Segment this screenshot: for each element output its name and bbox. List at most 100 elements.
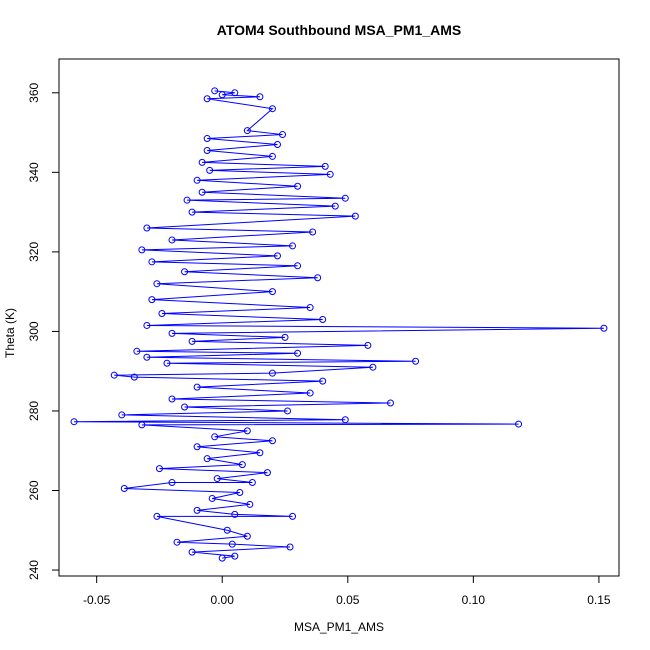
data-point <box>168 395 176 403</box>
series-layer <box>74 90 604 559</box>
data-point <box>120 485 128 493</box>
data-point <box>309 228 317 236</box>
data-point <box>143 353 151 361</box>
data-point <box>341 194 349 202</box>
data-point <box>243 427 251 435</box>
data-point <box>181 403 189 411</box>
data-point <box>246 500 254 508</box>
data-point <box>231 552 239 560</box>
data-point <box>193 443 201 451</box>
data-point <box>600 324 608 332</box>
x-tick-label: 0.05 <box>336 593 360 607</box>
data-point <box>110 371 118 379</box>
data-point <box>263 469 271 477</box>
data-point <box>248 479 256 487</box>
data-point <box>198 188 206 196</box>
data-point <box>314 274 322 282</box>
data-point <box>243 127 251 135</box>
y-tick-label: 340 <box>27 162 41 182</box>
data-point <box>284 407 292 415</box>
y-axis-label: Theta (K) <box>3 308 17 358</box>
data-point <box>364 341 372 349</box>
data-point <box>206 166 214 174</box>
y-tick-label: 360 <box>27 82 41 102</box>
data-point <box>289 512 297 520</box>
data-point <box>294 262 302 270</box>
data-point <box>168 236 176 244</box>
data-point <box>273 141 281 148</box>
data-point <box>256 93 264 101</box>
x-axis-label: MSA_PM1_AMS <box>294 620 384 634</box>
markers-layer <box>70 87 608 562</box>
data-point <box>188 337 196 345</box>
y-tick-label: 300 <box>27 321 41 341</box>
data-point <box>319 315 327 323</box>
data-point <box>203 95 211 103</box>
data-point <box>193 176 201 184</box>
y-tick-label: 280 <box>27 401 41 421</box>
data-point <box>351 212 359 220</box>
data-point <box>281 333 289 341</box>
data-point <box>118 411 126 419</box>
data-point <box>289 242 297 250</box>
data-point <box>203 146 211 154</box>
data-point <box>208 494 216 502</box>
data-point <box>203 455 211 463</box>
data-point <box>203 135 211 143</box>
data-point <box>193 383 201 391</box>
data-point <box>231 510 239 518</box>
data-point <box>412 357 420 365</box>
data-point <box>148 296 156 304</box>
data-point <box>321 162 329 170</box>
data-point <box>306 304 314 312</box>
data-point <box>153 280 161 288</box>
data-point <box>294 349 302 357</box>
x-tick-label: 0.00 <box>211 593 235 607</box>
data-point <box>268 437 276 445</box>
data-point <box>168 329 176 337</box>
data-point <box>238 461 246 469</box>
data-point <box>70 418 78 426</box>
data-point <box>218 91 226 99</box>
data-point <box>153 512 161 520</box>
data-point <box>306 389 314 397</box>
data-point <box>148 258 156 266</box>
data-point <box>228 540 236 548</box>
data-point <box>143 321 151 329</box>
data-point <box>243 532 251 540</box>
x-tick-label: -0.05 <box>83 593 111 607</box>
data-point <box>231 89 239 97</box>
data-point <box>369 363 377 371</box>
data-point <box>286 543 294 551</box>
data-point <box>133 347 141 355</box>
y-axis: 240 260 280 300 320 340 360 <box>27 82 60 580</box>
y-tick-label: 240 <box>27 560 41 580</box>
data-point <box>223 526 231 534</box>
data-point <box>181 268 189 276</box>
data-point <box>515 420 523 428</box>
data-point <box>138 246 146 254</box>
data-point <box>326 170 334 178</box>
series-line <box>74 90 604 559</box>
data-point <box>268 288 276 296</box>
data-point <box>319 377 327 385</box>
y-tick-label: 260 <box>27 480 41 500</box>
data-point <box>386 399 394 407</box>
data-point <box>341 416 349 424</box>
data-point <box>155 465 163 473</box>
x-tick-label: 0.15 <box>587 593 611 607</box>
data-point <box>198 158 206 166</box>
data-point <box>256 449 264 457</box>
data-point <box>183 196 191 204</box>
x-tick-label: 0.10 <box>462 593 486 607</box>
y-tick-label: 320 <box>27 242 41 262</box>
data-point <box>279 131 286 139</box>
data-point <box>213 475 221 483</box>
data-point <box>211 433 219 441</box>
data-point <box>211 87 219 95</box>
data-point <box>138 421 146 429</box>
chart-title: ATOM4 Southbound MSA_PM1_AMS <box>217 22 461 38</box>
